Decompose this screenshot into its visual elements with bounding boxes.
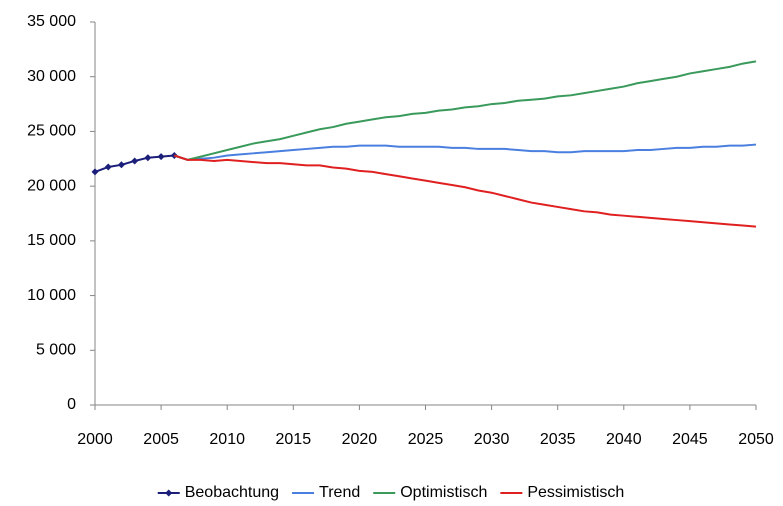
x-tick-label: 2000 xyxy=(77,431,113,448)
x-tick-label: 2050 xyxy=(738,431,774,448)
series-line xyxy=(174,143,757,161)
y-tick-label: 5 000 xyxy=(36,342,76,359)
y-tick-label: 20 000 xyxy=(27,177,76,194)
y-tick-label: 30 000 xyxy=(27,68,76,85)
point-marker xyxy=(157,153,165,161)
y-tick-label: 0 xyxy=(67,396,76,413)
point-marker xyxy=(144,154,152,162)
point-marker xyxy=(131,157,139,165)
legend-marker xyxy=(165,489,173,497)
y-tick-label: 10 000 xyxy=(27,287,76,304)
x-tick-label: 2030 xyxy=(474,431,510,448)
series-line xyxy=(174,154,757,228)
x-tick-label: 2035 xyxy=(540,431,576,448)
y-tick-label: 35 000 xyxy=(27,13,76,30)
x-tick-label: 2020 xyxy=(342,431,378,448)
point-marker xyxy=(117,161,125,169)
legend-label: Beobachtung xyxy=(185,484,279,501)
legend-label: Trend xyxy=(319,484,360,501)
x-tick-label: 2015 xyxy=(276,431,312,448)
x-tick-label: 2010 xyxy=(209,431,245,448)
y-tick-label: 15 000 xyxy=(27,232,76,249)
x-tick-label: 2040 xyxy=(606,431,642,448)
series-line xyxy=(174,60,757,161)
x-tick-label: 2005 xyxy=(143,431,179,448)
x-tick-label: 2045 xyxy=(672,431,708,448)
y-tick-label: 25 000 xyxy=(27,123,76,140)
legend-label: Optimistisch xyxy=(400,484,487,501)
point-marker xyxy=(91,168,99,176)
x-tick-label: 2025 xyxy=(408,431,444,448)
legend-label: Pessimistisch xyxy=(527,484,624,501)
point-marker xyxy=(104,163,112,171)
